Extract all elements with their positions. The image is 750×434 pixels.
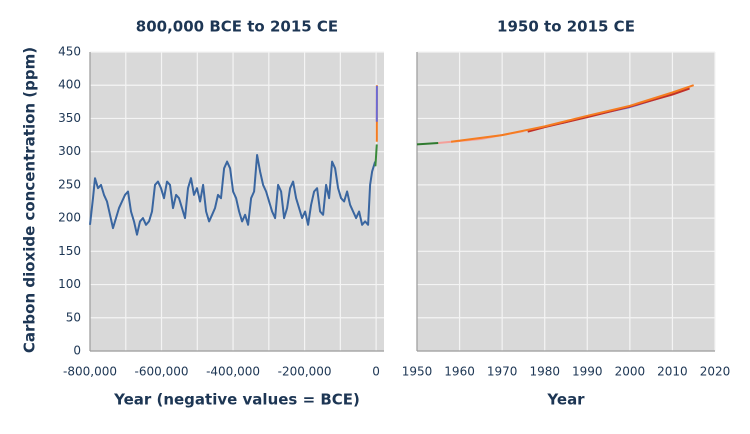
- x-tick-label: 1950: [402, 365, 433, 379]
- plot-area: [417, 52, 715, 351]
- y-tick-label: 300: [58, 144, 81, 158]
- y-axis-title: Carbon dioxide concentration (ppm): [21, 47, 39, 353]
- x-tick-label: 1990: [572, 365, 603, 379]
- y-tick-label: 250: [58, 177, 81, 191]
- x-tick-label: -800,000: [63, 365, 117, 379]
- data-line: [374, 144, 378, 167]
- x-axis-title: Year (negative values = BCE): [113, 391, 360, 409]
- data-line: [89, 154, 377, 236]
- data-line: [416, 142, 439, 146]
- x-tick-label: 2010: [657, 365, 688, 379]
- y-tick-label: 350: [58, 111, 81, 125]
- data-line: [450, 84, 695, 143]
- chart-title: 800,000 BCE to 2015 CE: [136, 18, 338, 36]
- y-tick-label: 150: [58, 244, 81, 258]
- y-tick-label: 50: [66, 310, 81, 324]
- chart-title: 1950 to 2015 CE: [497, 18, 635, 36]
- y-tick-label: 200: [58, 211, 81, 225]
- y-tick-label: 450: [58, 45, 81, 59]
- y-tick-label: 400: [58, 78, 81, 92]
- x-tick-label: -600,000: [135, 365, 189, 379]
- x-tick-label: 1970: [487, 365, 518, 379]
- x-tick-label: -200,000: [278, 365, 332, 379]
- x-tick-label: 2020: [700, 365, 731, 379]
- x-tick-label: 2000: [615, 365, 646, 379]
- y-tick-label: 0: [73, 344, 81, 358]
- x-tick-label: 1960: [444, 365, 475, 379]
- x-tick-label: 1980: [529, 365, 560, 379]
- x-axis-title: Year: [546, 391, 585, 409]
- x-tick-label: 0: [372, 365, 380, 379]
- y-tick-label: 100: [58, 277, 81, 291]
- x-tick-label: -400,000: [206, 365, 260, 379]
